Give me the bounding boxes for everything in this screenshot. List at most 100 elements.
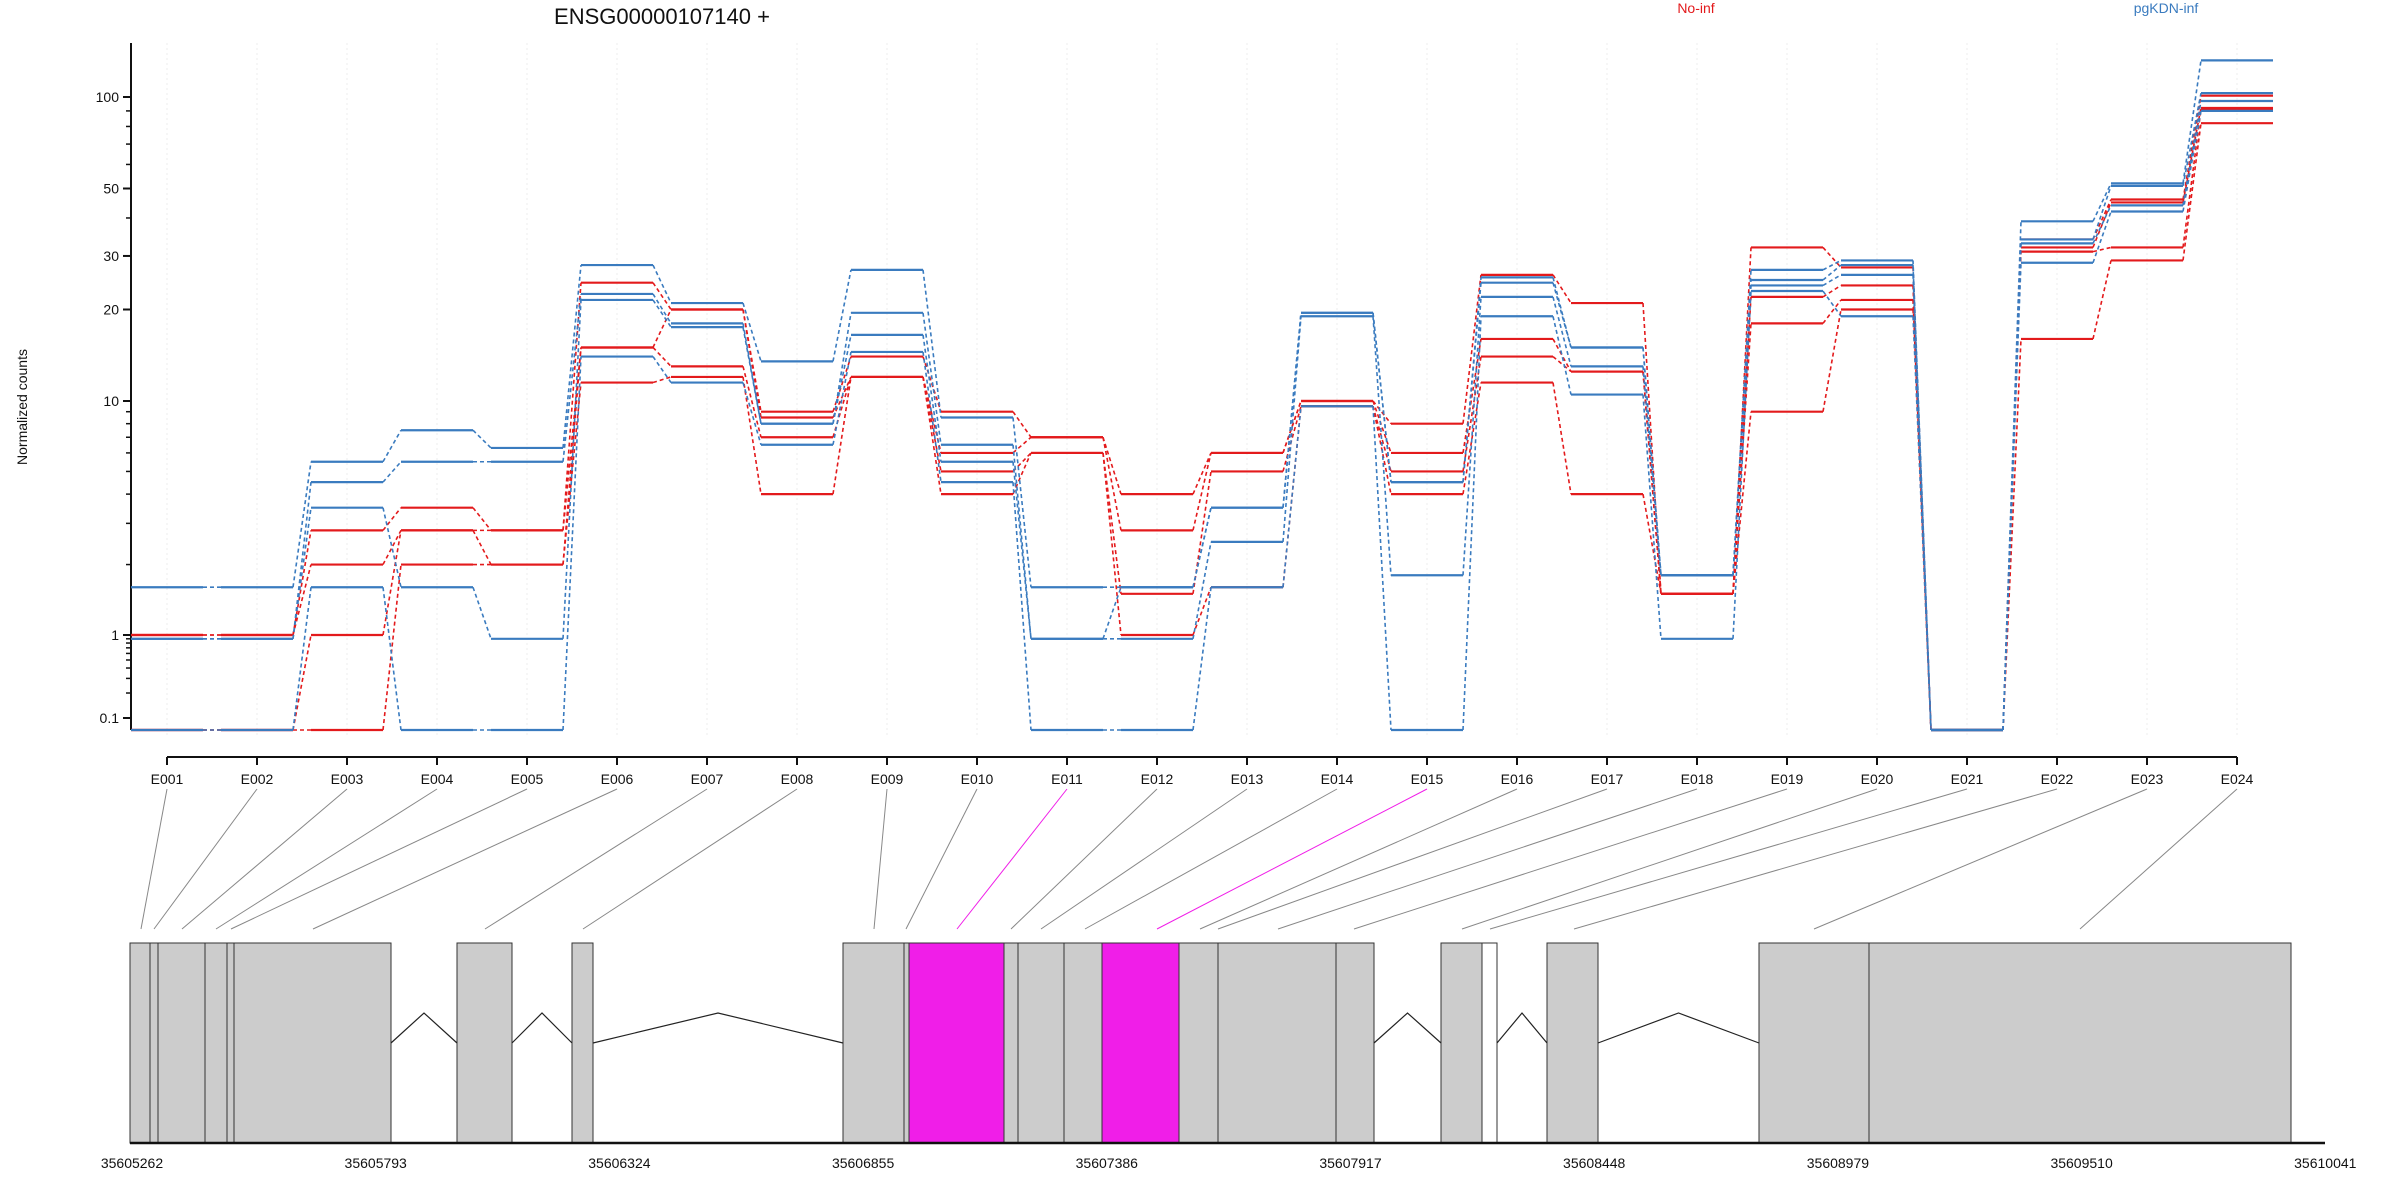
dashed-connector [742, 366, 762, 438]
genomic-tick-label: 35607917 [1319, 1155, 1382, 1171]
dashed-connector [2182, 60, 2202, 184]
dashed-connector [1912, 316, 1932, 731]
dashed-connector [472, 429, 492, 449]
dashed-connector [562, 382, 582, 565]
highlighted-exon-box [1101, 942, 1180, 1144]
dashed-connector [832, 269, 852, 362]
connector-e023 [1813, 788, 2148, 930]
dashed-connector [1732, 411, 1752, 594]
x-tick-label-e017: E017 [1591, 771, 1624, 787]
genomic-tick-label: 35608448 [1563, 1155, 1626, 1171]
dashed-connector [1372, 400, 1392, 454]
exon-connectors [140, 788, 2238, 930]
dashed-connector [472, 586, 492, 640]
intron-chevron [390, 1012, 458, 1044]
dashed-connector [1192, 507, 1212, 588]
connector-e021 [1489, 788, 1968, 930]
dashed-connector [1192, 507, 1212, 588]
exon-box [226, 942, 235, 1144]
dashed-connector [382, 529, 402, 565]
series-no-inf-1 [131, 94, 2273, 732]
y-tick-label: 1 [111, 627, 119, 643]
connector-e024 [2079, 788, 2238, 930]
dashed-connector [1732, 323, 1752, 594]
gridlines [166, 43, 2238, 735]
dashed-connector [2092, 182, 2112, 222]
exon-box [1481, 942, 1498, 1144]
exon-box [1868, 942, 2292, 1144]
connector-e004 [215, 788, 438, 930]
y-tick-label: 10 [103, 393, 119, 409]
series-no-inf-4 [131, 122, 2273, 732]
dashed-connector [1822, 259, 1842, 271]
dashed-connector [1822, 274, 1842, 287]
series-pgkdn-inf-6 [131, 91, 2273, 732]
dashed-connector [382, 587, 402, 731]
genomic-tick-label: 35605793 [345, 1155, 408, 1171]
x-tick-label-e003: E003 [331, 771, 364, 787]
connector-e022 [1573, 788, 2058, 930]
exon-box [1335, 942, 1375, 1144]
dashed-connector [382, 564, 402, 731]
exon-box [149, 942, 159, 1144]
dashed-connector [832, 334, 852, 424]
dashed-connector [292, 587, 312, 731]
dashed-connector [922, 334, 942, 462]
connector-e015 [1156, 788, 1428, 930]
dashed-connector [1372, 400, 1392, 425]
dashed-connector [1282, 406, 1302, 588]
x-tick-label-e019: E019 [1771, 771, 1804, 787]
dashed-connector [562, 299, 582, 639]
dashed-connector [652, 376, 672, 384]
legend-no-inf: No-inf [1677, 0, 1714, 16]
connector-e001 [140, 788, 168, 930]
exon-box [1440, 942, 1483, 1144]
exon-box [903, 942, 910, 1144]
dashed-connector [562, 264, 582, 449]
dashed-connector [1642, 394, 1662, 639]
dashed-connector [1372, 312, 1392, 483]
dashed-connector [742, 309, 762, 418]
dashed-connector [1462, 356, 1482, 472]
x-tick-label-e009: E009 [871, 771, 904, 787]
series-lines [131, 59, 2273, 732]
x-tick-label-e011: E011 [1051, 771, 1083, 787]
dashed-connector [292, 634, 312, 731]
intron-chevron [1597, 1012, 1760, 1044]
connector-e002 [153, 788, 258, 930]
dashed-connector [1732, 290, 1752, 639]
dashed-connector [652, 299, 672, 328]
dashed-connector [2182, 107, 2202, 203]
intron-chevron [1496, 1012, 1548, 1044]
dashed-connector [742, 323, 762, 424]
exon-box [1017, 942, 1065, 1144]
exon-box [1003, 942, 1019, 1144]
intron-chevron [592, 1012, 844, 1044]
series-pgkdn-inf-5 [131, 59, 2273, 732]
dashed-connector [1372, 316, 1392, 576]
dashed-connector [1822, 284, 1842, 298]
x-tick-label-e015: E015 [1411, 771, 1444, 787]
dashed-connector [1462, 282, 1482, 483]
dashed-connector [1552, 282, 1572, 348]
dashed-connector [832, 312, 852, 424]
exon-box [571, 942, 594, 1144]
dashed-connector [2092, 205, 2112, 244]
dashed-connector [2092, 260, 2112, 340]
dashed-connector [742, 326, 762, 424]
connector-e005 [230, 788, 528, 930]
exon-box [129, 942, 151, 1144]
dashed-connector [1552, 338, 1572, 372]
x-tick-label-e023: E023 [2131, 771, 2164, 787]
x-tick-label-e018: E018 [1681, 771, 1714, 787]
dashed-connector [1012, 444, 1032, 639]
connector-e017 [1217, 788, 1608, 930]
y-tick-label: 20 [103, 301, 119, 317]
series-pgkdn-inf-7 [131, 99, 2273, 732]
dashed-connector [1552, 316, 1572, 395]
x-tick-label-e005: E005 [511, 771, 544, 787]
connector-e018 [1277, 788, 1698, 930]
dashed-connector [2182, 92, 2202, 187]
dashed-connector [562, 356, 582, 731]
